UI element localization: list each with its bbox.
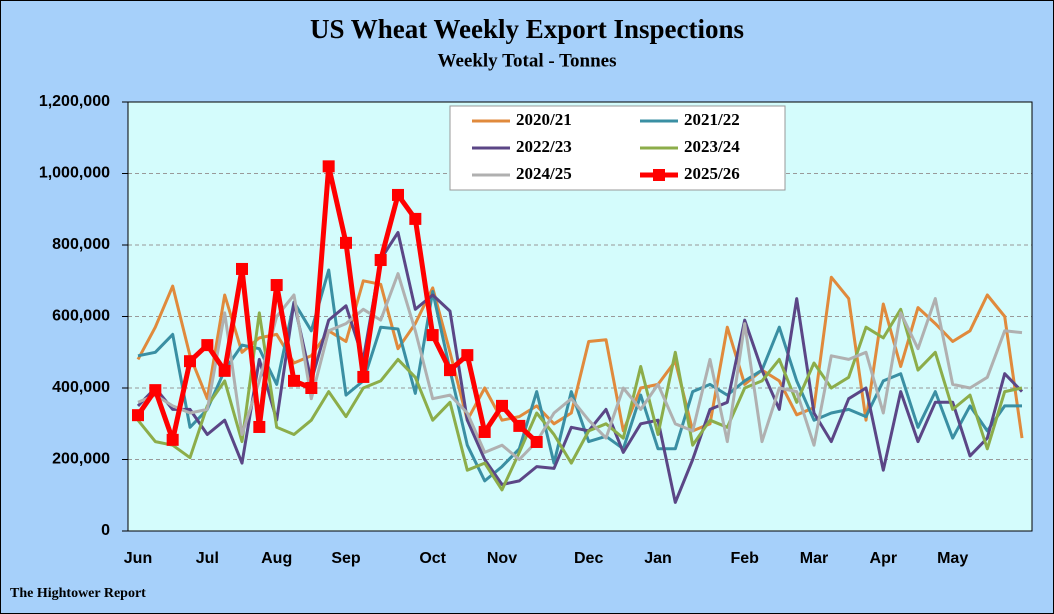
data-point [530, 435, 543, 448]
series-line [136, 231, 1024, 504]
data-point [409, 212, 422, 225]
x-tick-label: Jun [124, 550, 152, 567]
y-tick-label: 800,000 [52, 236, 110, 253]
y-tick-label: 600,000 [52, 308, 110, 325]
source: The Hightower Report [10, 586, 146, 601]
series-line [137, 272, 1023, 461]
legend-label: 2024/25 [516, 164, 572, 183]
x-tick-label: Mar [800, 550, 828, 567]
x-tick-label: Feb [730, 550, 759, 567]
data-point [340, 236, 352, 249]
data-point [444, 364, 456, 377]
x-tick-label: May [937, 550, 968, 567]
data-point [357, 370, 370, 383]
y-tick-label: 1,000,000 [39, 165, 110, 182]
data-point [374, 254, 387, 267]
data-point [322, 160, 335, 173]
x-tick-label: Aug [261, 550, 292, 567]
y-tick-label: 400,000 [52, 379, 110, 396]
legend-label: 2022/23 [516, 137, 572, 156]
legend-label: 2021/22 [684, 110, 740, 129]
y-tick-label: 1,200,000 [39, 93, 110, 110]
data-point [166, 433, 179, 446]
x-tick-label: Dec [574, 550, 603, 567]
plot-border [127, 101, 1033, 532]
chart-subtitle: Weekly Total - Tonnes [438, 50, 617, 71]
y-tick-label: 0 [101, 522, 110, 539]
x-tick-label: Sep [331, 550, 361, 567]
data-point [149, 384, 162, 397]
x-tick-label: Jan [644, 550, 672, 567]
legend-marker [653, 169, 665, 181]
data-point [392, 188, 404, 201]
data-point [305, 382, 318, 394]
data-point [496, 399, 508, 412]
data-point [236, 262, 248, 275]
x-tick-label: Apr [870, 550, 898, 567]
data-point [184, 355, 196, 368]
data-point [513, 419, 526, 432]
data-point [426, 329, 439, 342]
data-point [201, 339, 214, 352]
data-point [270, 279, 283, 292]
data-point [461, 349, 474, 362]
legend-label: 2020/21 [516, 110, 572, 129]
x-tick-label: Oct [419, 550, 446, 567]
data-point [132, 409, 144, 422]
chart-title: US Wheat Weekly Export Inspections [310, 14, 744, 44]
data-point [288, 374, 300, 387]
legend-label: 2023/24 [684, 137, 740, 156]
legend-label: 2025/26 [684, 164, 740, 183]
y-tick-label: 200,000 [52, 451, 110, 468]
x-tick-label: Nov [487, 550, 517, 567]
data-point [218, 364, 231, 377]
x-tick-label: Jul [196, 550, 219, 567]
data-point [253, 420, 266, 433]
data-point [478, 425, 491, 438]
series-line [136, 307, 1023, 492]
